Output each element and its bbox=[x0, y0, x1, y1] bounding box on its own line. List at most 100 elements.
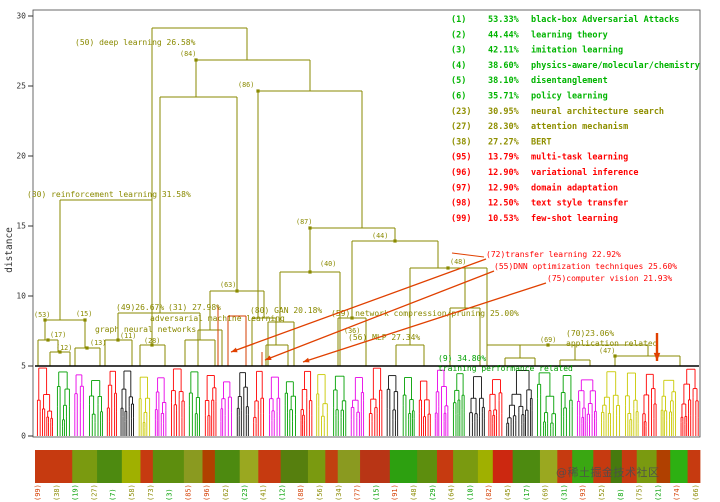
legend-item: (4) 38.60% physics-aware/molecular/chemist… bbox=[451, 60, 700, 71]
x-tick-label: (69) bbox=[542, 484, 550, 501]
heatmap-cell bbox=[417, 450, 438, 483]
heatmap-cell bbox=[621, 450, 638, 483]
legend-id: (1) bbox=[451, 15, 466, 25]
y-tick-label: 15 bbox=[16, 222, 26, 231]
legend-pct: 27.27% bbox=[488, 137, 520, 147]
x-tick-label: (21) bbox=[654, 484, 662, 501]
annotation: (80) GAN 20.18% bbox=[250, 306, 322, 315]
node-label: (40) bbox=[320, 260, 336, 268]
heatmap-cell bbox=[360, 450, 391, 483]
legend-label: variational inference bbox=[531, 167, 638, 178]
cluster-subtree bbox=[402, 376, 415, 436]
legend-item: (96) 12.90% variational inference bbox=[451, 167, 638, 178]
node-label: (28) bbox=[144, 337, 160, 345]
heatmap-cell bbox=[280, 450, 309, 483]
legend-label: policy learning bbox=[531, 91, 608, 102]
legend-pct: 12.90% bbox=[488, 183, 520, 193]
node-dot bbox=[58, 350, 62, 354]
arrow-line bbox=[230, 258, 487, 353]
cluster-subtree bbox=[452, 373, 465, 436]
arrow-head bbox=[653, 352, 661, 361]
legend-item: (2) 44.44% learning theory bbox=[451, 29, 608, 40]
annotation: graph neural networks bbox=[95, 325, 196, 334]
annotation: (70)23.06% bbox=[566, 329, 614, 338]
legend-id: (99) bbox=[451, 214, 471, 224]
node-dot bbox=[308, 270, 312, 274]
x-tick-label: (96) bbox=[203, 484, 211, 501]
arrow-head bbox=[265, 355, 272, 361]
x-tick-label: (38) bbox=[53, 484, 61, 501]
cluster-subtree bbox=[333, 375, 347, 436]
cluster-subtree bbox=[469, 376, 485, 436]
legend-label: domain adaptation bbox=[531, 182, 618, 193]
legend-label: black-box Adversarial Attacks bbox=[531, 14, 679, 25]
legend-pct: 38.60% bbox=[488, 61, 520, 71]
legend-item: (1) 53.33% black-box Adversarial Attacks bbox=[451, 14, 679, 25]
heatmap-cell bbox=[436, 450, 454, 483]
node-label: (12) bbox=[56, 344, 72, 352]
annotation: (56) MLP 27.34% bbox=[348, 333, 420, 342]
x-tick-label: (45) bbox=[504, 484, 512, 501]
node-dot bbox=[116, 338, 120, 342]
legend-label: BERT bbox=[531, 137, 551, 147]
heatmap-cell bbox=[687, 450, 701, 483]
cluster-subtree bbox=[434, 369, 449, 436]
x-tick-label: (10) bbox=[466, 484, 474, 501]
x-tick-label: (88) bbox=[297, 484, 305, 501]
legend-id: (38) bbox=[451, 137, 471, 147]
x-tick-label: (31) bbox=[560, 484, 568, 501]
heatmap-cell bbox=[307, 450, 326, 483]
x-tick-label: (3) bbox=[166, 488, 174, 501]
x-tick-label: (85) bbox=[184, 484, 192, 501]
x-tick-labels: (99) (38) (19) (27) (7) (58) (73) (3) (85) (96) (6… bbox=[34, 484, 700, 501]
legend-item: (6) 35.71% policy learning bbox=[451, 91, 608, 102]
annotation: (31) 27.98% bbox=[168, 303, 221, 312]
x-tick-label: (7) bbox=[109, 488, 117, 501]
x-tick-label: (34) bbox=[335, 484, 343, 501]
heatmap-cell bbox=[512, 450, 541, 483]
node-label: (86) bbox=[238, 81, 254, 89]
cluster-subtree bbox=[36, 367, 53, 436]
cluster-subtree bbox=[601, 371, 621, 436]
node-dot bbox=[235, 289, 239, 293]
node-label: (48) bbox=[450, 258, 466, 266]
x-tick-label: (74) bbox=[673, 484, 681, 501]
heatmap-cell bbox=[258, 450, 282, 483]
x-tick-label: (62) bbox=[222, 484, 230, 501]
node-label: (47) bbox=[599, 347, 615, 355]
node-label: (13) bbox=[90, 339, 106, 347]
legend-label: physics-aware/molecular/chemistry bbox=[531, 60, 700, 71]
annotation: adversarial machine learning bbox=[150, 314, 285, 323]
x-tick-label: (19) bbox=[72, 484, 80, 501]
y-tick-label: 20 bbox=[16, 152, 26, 161]
heatmap-cell bbox=[453, 450, 479, 483]
x-tick-label: (64) bbox=[448, 484, 456, 501]
node-label: (17) bbox=[50, 331, 66, 339]
y-tick-label: 25 bbox=[16, 82, 26, 91]
cluster-subtree bbox=[488, 379, 503, 436]
annotation: (49)26.67% bbox=[116, 303, 164, 312]
x-tick-label: (99) bbox=[34, 484, 42, 501]
annotation: training performance related bbox=[438, 364, 573, 373]
x-tick-label: (82) bbox=[485, 484, 493, 501]
legend-pct: 12.90% bbox=[488, 168, 520, 178]
node-label: (44) bbox=[372, 232, 388, 240]
heatmap-cell bbox=[183, 450, 203, 483]
x-tick-label: (23) bbox=[241, 484, 249, 501]
x-tick-label: (58) bbox=[128, 484, 136, 501]
x-tick-label: (52) bbox=[598, 484, 606, 501]
heatmap-cell bbox=[121, 450, 141, 483]
y-tick-label: 0 bbox=[21, 432, 26, 441]
legend-item: (3) 42.11% imitation learning bbox=[451, 45, 623, 56]
annotation: (9) 34.80% bbox=[438, 354, 486, 363]
cluster-subtree bbox=[120, 370, 134, 436]
legend-label: imitation learning bbox=[531, 45, 623, 56]
node-dot bbox=[613, 354, 617, 358]
legend-id: (23) bbox=[451, 107, 471, 117]
cluster-subtree bbox=[316, 374, 328, 436]
x-tick-label: (93) bbox=[579, 484, 587, 501]
legend-id: (3) bbox=[451, 46, 466, 56]
annotations: (50) deep learning 26.58% (30) reinforcem… bbox=[27, 38, 677, 373]
annotation: (75)computer vision 21.93% bbox=[547, 274, 672, 283]
